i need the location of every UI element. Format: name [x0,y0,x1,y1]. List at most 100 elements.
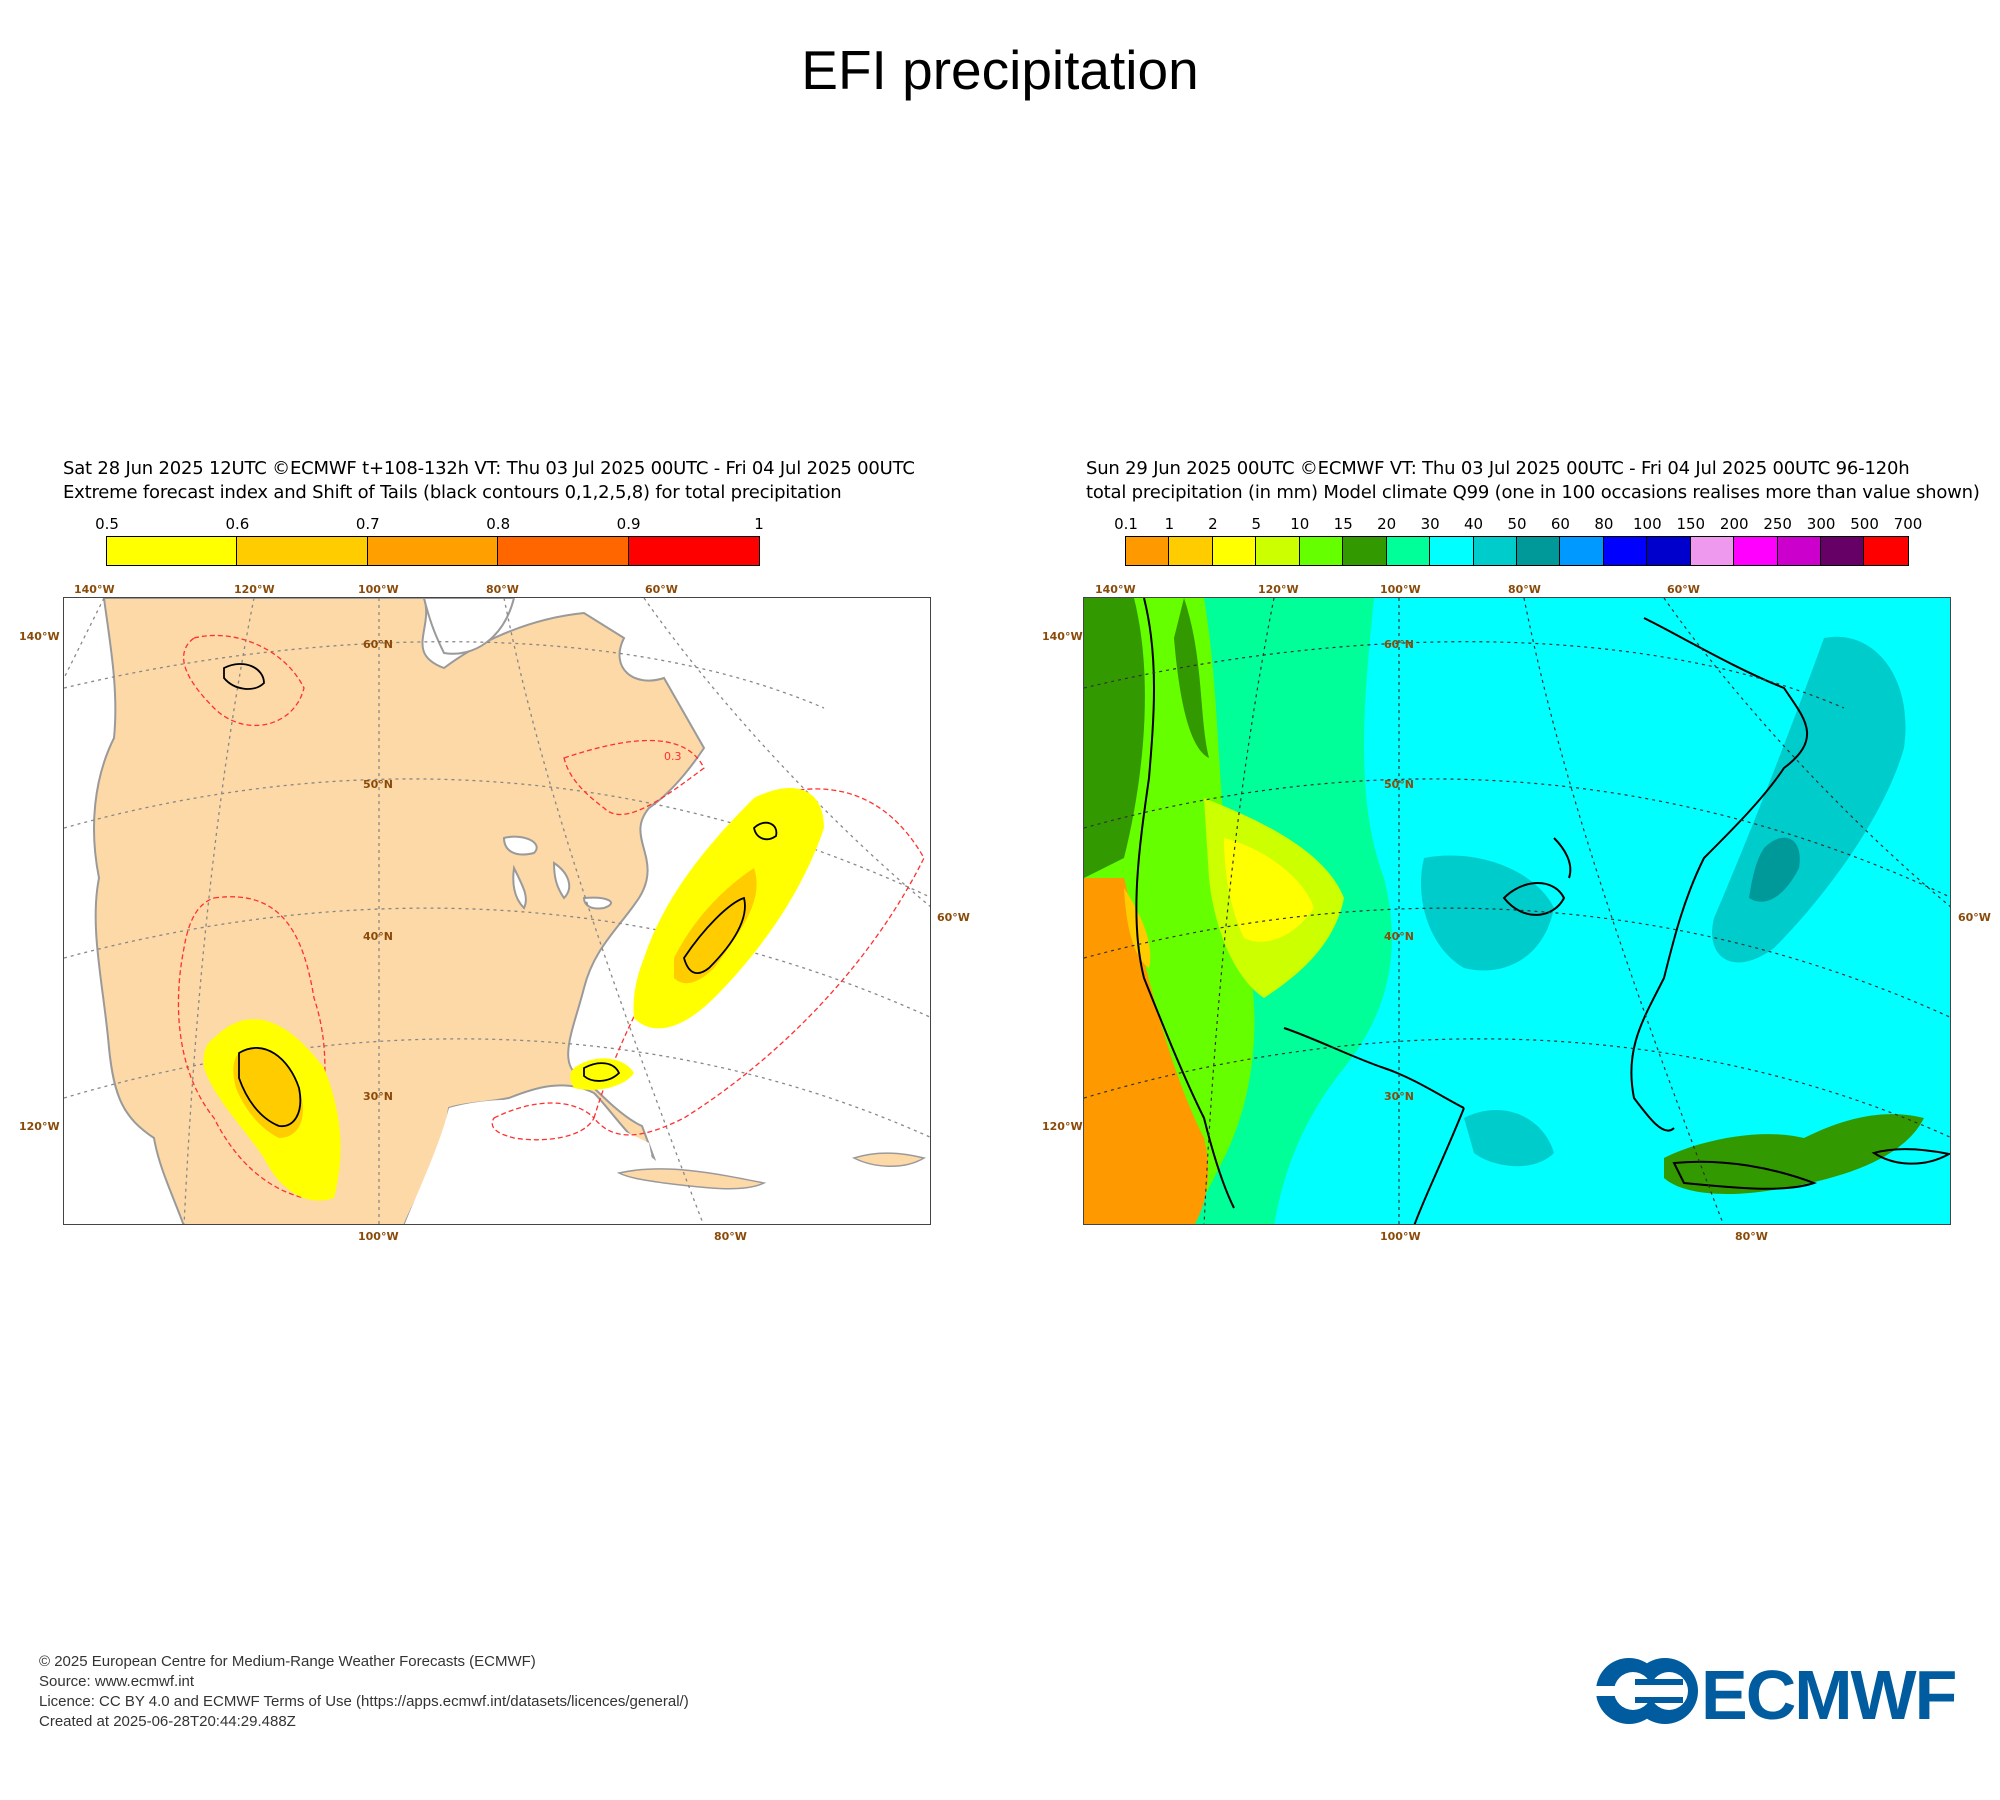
colorbar-segment [1821,537,1865,565]
footer: © 2025 European Centre for Medium-Range … [39,1652,689,1732]
efi-colorbar [106,536,760,566]
climate-colorbar-tick: 40 [1464,515,1484,533]
side-label: 60°W [1958,911,1991,924]
lat-label: 60°N [363,638,394,651]
side-label: 120°W [19,1120,60,1133]
lon-label: 80°W [1508,583,1541,596]
colorbar-segment [1212,537,1257,565]
copyright-text: © 2025 European Centre for Medium-Range … [39,1653,536,1670]
efi-colorbar-tick: 0.9 [616,515,641,533]
colorbar-segment [1734,537,1778,565]
efi-colorbar-tick: 0.6 [225,515,250,533]
lon-label: 100°W [358,583,399,596]
colorbar-segment [1343,537,1387,565]
colorbar-segment [1864,537,1908,565]
colorbar-segment [1430,537,1474,565]
lat-label: 50°N [1384,778,1415,791]
lat-label: 30°N [363,1090,394,1103]
climate-colorbar-tick: 0.1 [1114,515,1138,533]
lon-label: 120°W [234,583,275,596]
climate-colorbar-tick: 150 [1676,515,1706,533]
source-text: Source: www.ecmwf.int [39,1673,195,1690]
climate-map [1083,597,1951,1225]
climate-colorbar-tick: 60 [1550,515,1570,533]
efi-colorbar-tick: 0.5 [95,515,119,533]
lat-label: 60°N [1384,638,1415,651]
lon-label: 140°W [1095,583,1136,596]
lat-label: 40°N [1384,930,1415,943]
lon-label: 60°W [645,583,678,596]
colorbar-segment [1560,537,1604,565]
side-label: 120°W [1042,1120,1083,1133]
climate-colorbar-tick: 20 [1377,515,1397,533]
efi-colorbar-labels: 0.5 0.6 0.7 0.8 0.9 1 [95,515,764,533]
lon-label: 80°W [714,1230,747,1243]
climate-colorbar-tick: 80 [1594,515,1614,533]
colorbar-segment [1647,537,1691,565]
colorbar-segment [107,537,238,565]
colorbar-segment [1169,537,1213,565]
lon-label: 100°W [1380,583,1421,596]
climate-colorbar-tick: 50 [1507,515,1527,533]
created-text: Created at 2025-06-28T20:44:29.488Z [39,1713,296,1730]
efi-map-svg: 0.3 [64,598,930,1224]
climate-header-line1: Sun 29 Jun 2025 00UTC ©ECMWF VT: Thu 03 … [1086,458,1910,479]
colorbar-segment [628,537,759,565]
colorbar-segment [1256,537,1300,565]
efi-panel: Sat 28 Jun 2025 12UTC ©ECMWF t+108-132h … [19,455,970,1255]
lon-label: 60°W [1667,583,1700,596]
colorbar-segment [1126,537,1170,565]
ecmwf-logo: ECMWF [1593,1655,1973,1734]
lon-label: 120°W [1258,583,1299,596]
climate-colorbar-labels: 0.1 1 2 5 10 15 20 30 40 50 60 80 100 150 200 250 300 500… [1114,515,1922,533]
climate-colorbar-tick: 500 [1850,515,1879,533]
climate-colorbar-tick: 15 [1333,515,1353,533]
climate-colorbar [1125,536,1909,566]
colorbar-segment [1603,537,1648,565]
efi-header-line2: Extreme forecast index and Shift of Tail… [63,482,842,503]
climate-colorbar-tick: 5 [1251,515,1262,533]
climate-colorbar-tick: 200 [1719,515,1749,533]
colorbar-segment [1473,537,1517,565]
climate-colorbar-tick: 30 [1420,515,1440,533]
climate-colorbar-tick: 250 [1763,515,1792,533]
climate-colorbar-tick: 100 [1633,515,1662,533]
lon-label: 100°W [1380,1230,1421,1243]
side-label: 140°W [1042,630,1083,643]
efi-colorbar-tick: 0.7 [355,515,380,533]
climate-colorbar-tick: 2 [1208,515,1218,533]
ecmwf-logo-icon: ECMWF [1593,1656,1958,1734]
lon-label: 80°W [486,583,519,596]
colorbar-segment [498,537,629,565]
lat-label: 40°N [363,930,394,943]
colorbar-segment [237,537,368,565]
lon-label: 100°W [358,1230,399,1243]
climate-panel: Sun 29 Jun 2025 00UTC ©ECMWF VT: Thu 03 … [1042,455,1991,1255]
colorbar-segment [1690,537,1735,565]
efi-contour-label: 0.3 [664,750,682,763]
logo-text: ECMWF [1701,1656,1956,1727]
lat-label: 50°N [363,778,394,791]
efi-colorbar-tick: 1 [754,515,764,533]
licence-text: Licence: CC BY 4.0 and ECMWF Terms of Us… [39,1693,689,1710]
lon-label: 80°W [1735,1230,1768,1243]
lat-label: 30°N [1384,1090,1415,1103]
colorbar-segment [1299,537,1344,565]
climate-map-svg [1084,598,1950,1224]
side-label: 60°W [937,911,970,924]
climate-colorbar-tick: 300 [1806,515,1836,533]
climate-colorbar-tick: 700 [1893,515,1923,533]
colorbar-segment [1777,537,1821,565]
colorbar-segment [1516,537,1561,565]
page-title: EFI precipitation [801,39,1199,101]
climate-colorbar-tick: 1 [1164,515,1175,533]
efi-header-line1: Sat 28 Jun 2025 12UTC ©ECMWF t+108-132h … [63,458,915,479]
efi-map: 0.3 [63,597,931,1225]
colorbar-segment [1386,537,1431,565]
climate-header-line2: total precipitation (in mm) Model climat… [1086,482,1980,503]
climate-colorbar-tick: 10 [1290,515,1310,533]
lon-label: 140°W [74,583,115,596]
efi-colorbar-tick: 0.8 [486,515,511,533]
colorbar-segment [367,537,499,565]
side-label: 140°W [19,630,60,643]
